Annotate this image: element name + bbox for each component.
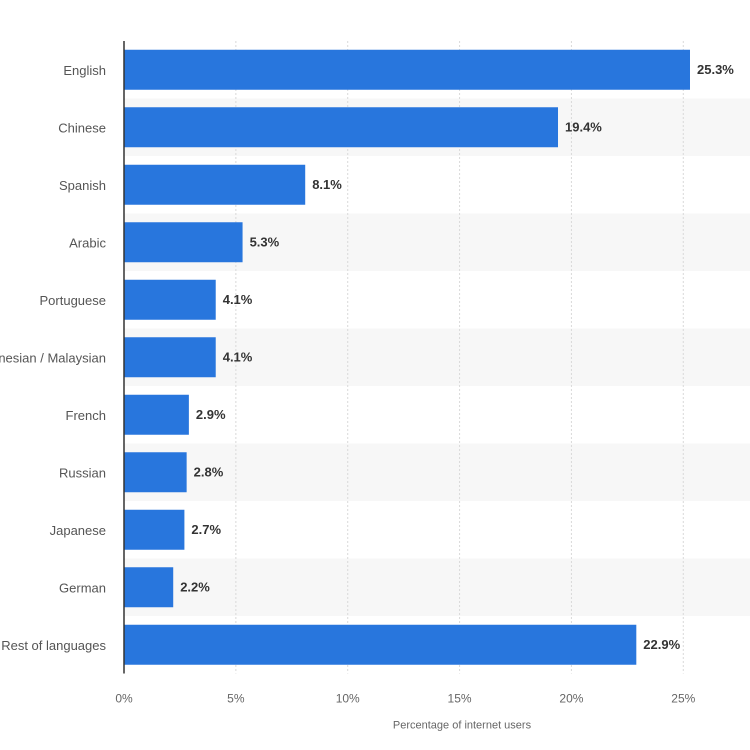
value-label: 2.8%: [194, 464, 224, 479]
value-label: 4.1%: [223, 292, 253, 307]
category-label: English: [63, 63, 106, 78]
bar: [124, 567, 174, 608]
x-tick-label: 5%: [227, 692, 245, 706]
row-band: [124, 328, 750, 386]
category-label: Arabic: [69, 235, 106, 250]
row-band: [124, 443, 750, 501]
category-label: Russian: [59, 465, 106, 480]
value-label: 8.1%: [312, 177, 342, 192]
category-label: Portuguese: [40, 293, 107, 308]
bar: [124, 107, 559, 148]
category-label: Spanish: [59, 178, 106, 193]
category-label: German: [59, 580, 106, 595]
category-label: Rest of languages: [1, 638, 106, 653]
bar: [124, 624, 637, 665]
x-axis-title: Percentage of internet users: [393, 720, 532, 732]
bars-group: [124, 49, 690, 665]
bar: [124, 337, 216, 378]
x-tick-label: 10%: [336, 692, 360, 706]
x-tick-label: 25%: [671, 692, 695, 706]
value-label: 4.1%: [223, 349, 253, 364]
row-band: [124, 558, 750, 616]
bar: [124, 394, 189, 435]
category-label: Chinese: [58, 120, 106, 135]
bar: [124, 222, 243, 263]
value-label: 25.3%: [697, 62, 734, 77]
category-labels: English Chinese Spanish Arabic Portuguese Ind…: [0, 63, 106, 653]
bar: [124, 509, 185, 550]
value-label: 22.9%: [643, 637, 680, 652]
bar: [124, 452, 187, 493]
bar: [124, 279, 216, 320]
value-label: 5.3%: [250, 234, 280, 249]
x-tick-label: 0%: [115, 692, 133, 706]
bar: [124, 164, 306, 205]
value-labels: 25.3% 19.4% 8.1% 5.3% 4.1% 4.1% 2.9% 2.8% 2.7% 2.…: [180, 62, 734, 652]
value-label: 19.4%: [565, 119, 602, 134]
bar: [124, 49, 690, 90]
x-tick-label: 20%: [559, 692, 583, 706]
category-label: French: [66, 408, 106, 423]
x-tick-labels: 0% 5% 10% 15% 20% 25%: [115, 692, 695, 706]
category-label: Indonesian / Malaysian: [0, 350, 106, 365]
row-bands: [124, 98, 750, 616]
value-label: 2.2%: [180, 579, 210, 594]
x-tick-label: 15%: [448, 692, 472, 706]
category-label: Japanese: [50, 523, 106, 538]
value-label: 2.9%: [196, 407, 226, 422]
value-label: 2.7%: [191, 522, 221, 537]
